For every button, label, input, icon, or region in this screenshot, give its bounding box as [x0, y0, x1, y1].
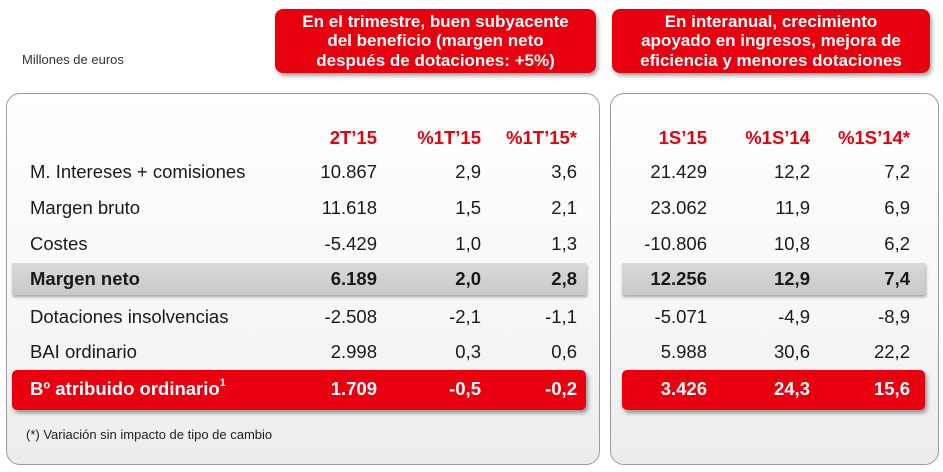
header-q: 2T’15 [329, 127, 377, 148]
table-row: Costes -5.429 1,0 1,3 -10.806 10,8 6,2 [0, 227, 943, 261]
cell-s: 12.256 [650, 268, 707, 289]
cell-q-vs2: 1,3 [551, 233, 577, 254]
cell-s-vs1: 24,3 [773, 378, 810, 399]
table-row: M. Intereses + comisiones 10.867 2,9 3,6 21.… [0, 155, 943, 189]
callout-line: En interanual, crecimiento [664, 11, 878, 31]
cell-s-vs1: -4,9 [778, 306, 810, 327]
cell-s: 23.062 [650, 197, 707, 218]
cell-s: -10.806 [644, 233, 707, 254]
cell-s-vs2: 6,2 [884, 233, 910, 254]
callout-line: del beneficio (margen neto [327, 31, 544, 51]
header-row: 2T’15 %1T’15 %1T’15* 1S’15 %1S’14 %1S’14… [0, 121, 943, 155]
units-label: Millones de euros [22, 52, 124, 67]
beneficio-band-right [622, 370, 925, 410]
cell-q-vs2: 2,1 [551, 197, 577, 218]
cell-q-vs2: -1,1 [545, 306, 577, 327]
cell-q: 6.189 [330, 268, 377, 289]
table-row: Margen neto 6.189 2,0 2,8 12.256 12,9 7,4 [0, 262, 943, 296]
yoy-callout: En interanual, crecimiento apoyado en in… [612, 9, 930, 73]
cell-q-vs1: 1,0 [455, 233, 481, 254]
cell-s: -5.071 [654, 306, 707, 327]
callout-line: después de dotaciones: +5%) [316, 50, 555, 70]
cell-s: 5.988 [660, 341, 707, 362]
cell-q-vs2: 3,6 [551, 161, 577, 182]
row-label-text: BAI ordinario [30, 341, 137, 362]
row-label-text: Dotaciones insolvencias [30, 306, 229, 327]
cell-s-vs2: 15,6 [873, 378, 910, 399]
row-label-text: Margen bruto [30, 197, 141, 218]
row-label-text: Margen neto [30, 268, 140, 289]
row-label: Margen neto [30, 262, 140, 296]
cell-q: 10.867 [320, 161, 377, 182]
cell-q: -2.508 [324, 306, 377, 327]
row-label: Costes [30, 227, 88, 261]
callout-line: eficiencia y menores dotaciones [640, 50, 902, 70]
cell-q: 2.998 [330, 341, 377, 362]
header-s-vs2: %1S’14* [838, 127, 910, 148]
beneficio-band-left [12, 370, 586, 410]
row-label: BAI ordinario [30, 335, 137, 369]
footnote: (*) Variación sin impacto de tipo de cam… [26, 427, 273, 442]
cell-q-vs1: -0,5 [449, 378, 481, 399]
row-label: Margen bruto [30, 191, 140, 225]
header-s: 1S’15 [658, 127, 707, 148]
cell-q-vs1: 0,3 [455, 341, 481, 362]
cell-s-vs2: 6,9 [884, 197, 910, 218]
cell-q-vs2: 2,8 [551, 268, 577, 289]
cell-q-vs2: 0,6 [551, 341, 577, 362]
row-label-text: Costes [30, 233, 88, 254]
cell-s-vs1: 30,6 [773, 341, 810, 362]
cell-q-vs1: 2,9 [455, 161, 481, 182]
header-q-vs2: %1T’15* [506, 127, 577, 148]
cell-q-vs1: 2,0 [455, 268, 481, 289]
row-label: M. Intereses + comisiones [30, 155, 245, 189]
table-row: BAI ordinario 2.998 0,3 0,6 5.988 30,6 22,2 [0, 335, 943, 369]
header-q-vs1: %1T’15 [417, 127, 481, 148]
row-label-text: Bº atribuido ordinario [30, 378, 220, 399]
cell-q: -5.429 [324, 233, 377, 254]
cell-s-vs2: 7,2 [884, 161, 910, 182]
cell-q: 1.709 [330, 378, 377, 399]
header-s-vs1: %1S’14 [745, 127, 810, 148]
cell-q-vs1: -2,1 [449, 306, 481, 327]
cell-s: 21.429 [650, 161, 707, 182]
cell-s-vs2: 7,4 [884, 268, 910, 289]
cell-s-vs2: -8,9 [878, 306, 910, 327]
table-row: Margen bruto 11.618 1,5 2,1 23.062 11,9 6,9 [0, 191, 943, 225]
cell-q: 11.618 [321, 197, 377, 218]
margen-neto-band-right [622, 263, 925, 295]
row-label-text: M. Intereses + comisiones [30, 161, 246, 182]
cell-s-vs1: 10,8 [773, 233, 810, 254]
cell-s-vs1: 12,9 [773, 268, 810, 289]
table-row: Bº atribuido ordinario1 1.709 -0,5 -0,2 3.42… [0, 372, 943, 406]
cell-s-vs2: 22,2 [873, 341, 910, 362]
cell-s-vs1: 12,2 [773, 161, 810, 182]
row-label: Dotaciones insolvencias [30, 300, 228, 334]
callout-line: En el trimestre, buen subyacente [302, 11, 569, 31]
footnote-marker: 1 [219, 377, 226, 389]
cell-s: 3.426 [660, 378, 707, 399]
cell-q-vs2: -0,2 [545, 378, 577, 399]
table-row: Dotaciones insolvencias -2.508 -2,1 -1,1 -5.… [0, 300, 943, 334]
row-label: Bº atribuido ordinario1 [30, 372, 226, 406]
cell-s-vs1: 11,9 [775, 197, 810, 218]
cell-q-vs1: 1,5 [455, 197, 481, 218]
quarter-callout: En el trimestre, buen subyacente del ben… [275, 9, 596, 73]
margen-neto-band-left [12, 263, 586, 295]
callout-line: apoyado en ingresos, mejora de [641, 31, 901, 51]
